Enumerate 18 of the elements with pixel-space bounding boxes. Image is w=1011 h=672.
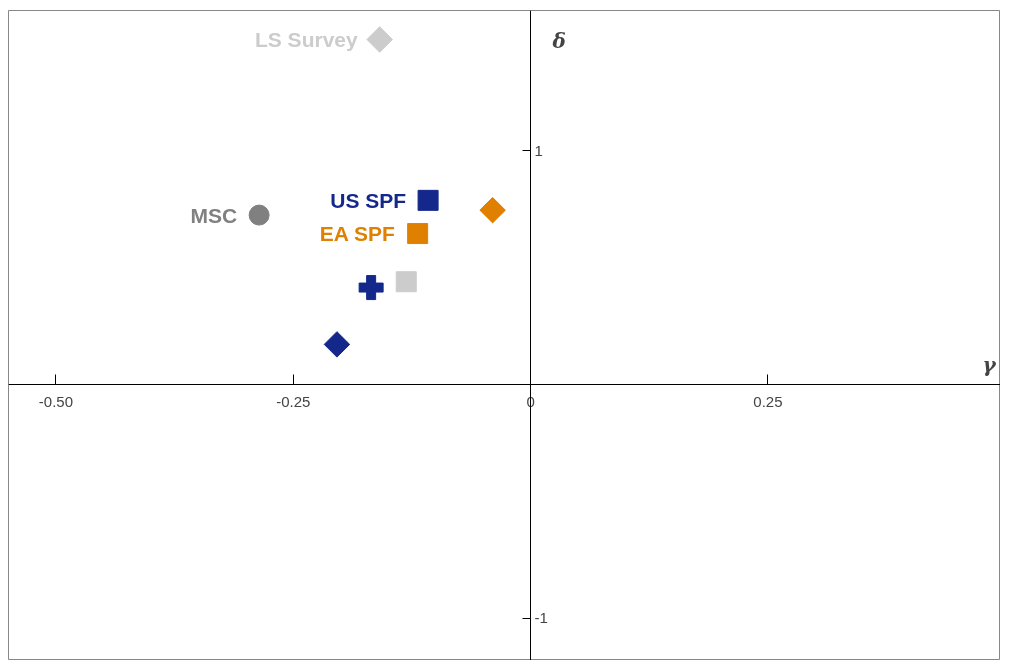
x-tick-label: -0.50 — [38, 392, 74, 410]
y-tick-label: -1 — [534, 609, 548, 627]
series-label: MSC — [190, 203, 238, 227]
x-axis-title: γ — [982, 352, 997, 377]
point — [323, 331, 351, 358]
point — [479, 196, 506, 224]
series-label: US SPF — [330, 188, 407, 212]
point — [358, 275, 384, 301]
series-label: EA SPF — [319, 222, 396, 246]
point — [395, 271, 417, 293]
y-axis-title: δ — [551, 28, 566, 53]
y-tick-label: 1 — [534, 141, 543, 159]
x-tick-label: 0.25 — [753, 392, 783, 410]
point — [366, 26, 393, 53]
point — [248, 204, 270, 226]
point — [407, 223, 429, 245]
point — [417, 189, 439, 211]
x-tick-label: -0.25 — [276, 392, 311, 410]
